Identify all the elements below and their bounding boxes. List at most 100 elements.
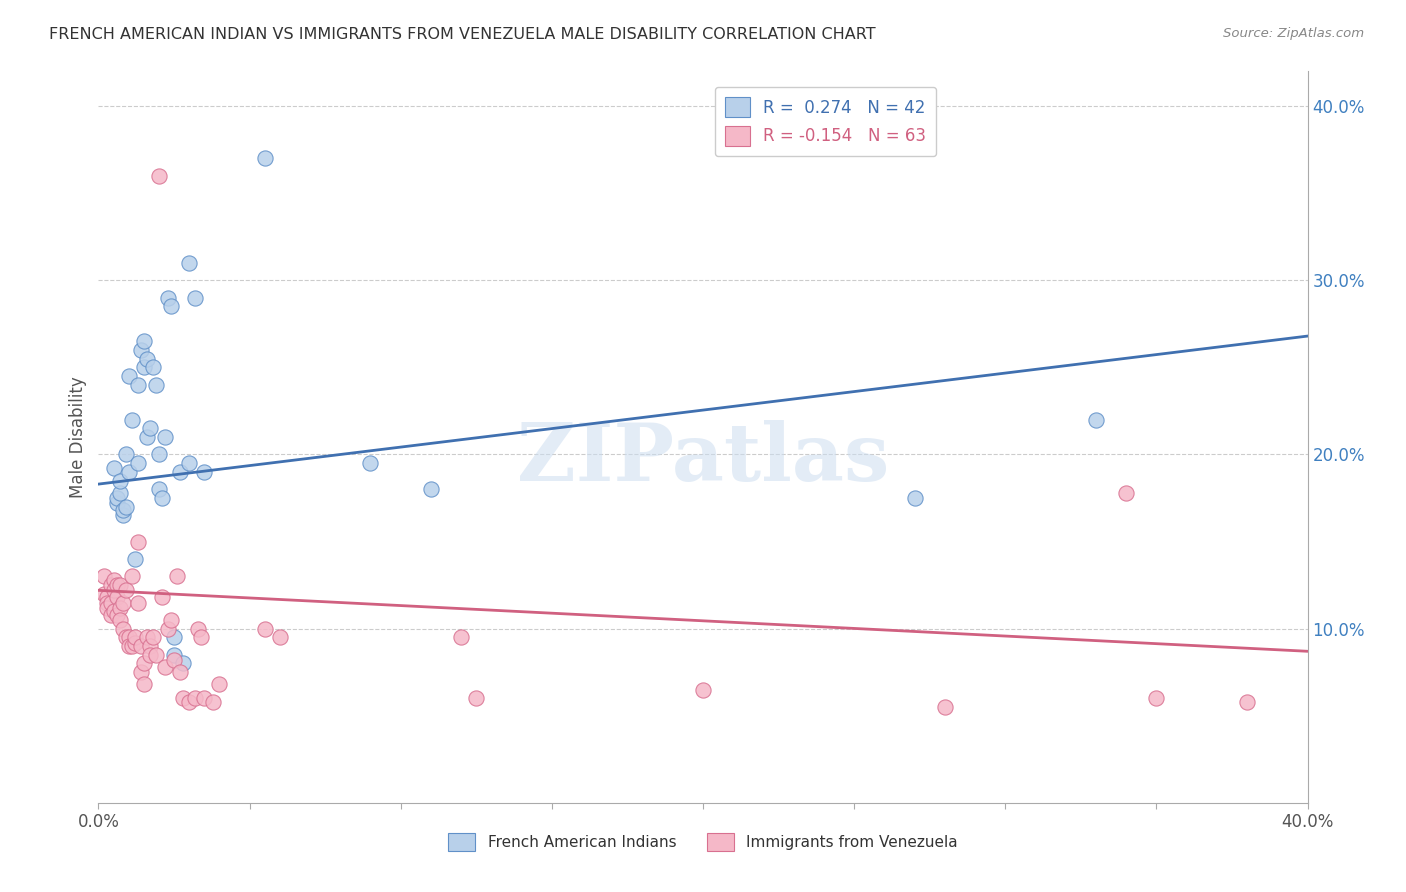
Point	[208, 677, 231, 691]
Point	[253, 622, 276, 636]
Point	[127, 456, 149, 470]
Point	[127, 534, 149, 549]
Text: ZIPatlas: ZIPatlas	[517, 420, 889, 498]
Point	[93, 587, 115, 601]
Point	[156, 291, 179, 305]
Point	[108, 613, 131, 627]
Point	[179, 695, 201, 709]
Y-axis label: Male Disability: Male Disability	[69, 376, 87, 498]
Point	[465, 691, 488, 706]
Point	[139, 648, 162, 662]
Point	[156, 622, 179, 636]
Point	[129, 665, 152, 680]
Point	[450, 631, 472, 645]
Point	[420, 483, 443, 497]
Point	[253, 152, 276, 166]
Point	[193, 691, 215, 706]
Point	[904, 491, 927, 505]
Point	[96, 600, 118, 615]
Text: FRENCH AMERICAN INDIAN VS IMMIGRANTS FROM VENEZUELA MALE DISABILITY CORRELATION : FRENCH AMERICAN INDIAN VS IMMIGRANTS FRO…	[49, 27, 876, 42]
Point	[100, 578, 122, 592]
Point	[179, 256, 201, 270]
Point	[114, 631, 136, 645]
Point	[111, 508, 134, 523]
Point	[103, 573, 125, 587]
Point	[153, 660, 176, 674]
Point	[114, 500, 136, 514]
Point	[93, 569, 115, 583]
Point	[132, 657, 155, 671]
Point	[135, 351, 157, 366]
Point	[160, 613, 183, 627]
Point	[132, 677, 155, 691]
Point	[108, 600, 131, 615]
Point	[202, 695, 225, 709]
Point	[269, 631, 291, 645]
Legend: French American Indians, Immigrants from Venezuela: French American Indians, Immigrants from…	[441, 827, 965, 857]
Point	[184, 291, 207, 305]
Point	[148, 448, 170, 462]
Point	[169, 465, 191, 479]
Point	[135, 430, 157, 444]
Point	[142, 631, 165, 645]
Point	[184, 691, 207, 706]
Point	[150, 491, 173, 505]
Point	[111, 595, 134, 609]
Point	[150, 591, 173, 605]
Point	[124, 552, 146, 566]
Point	[121, 639, 143, 653]
Point	[103, 461, 125, 475]
Point	[118, 369, 141, 384]
Point	[121, 569, 143, 583]
Point	[124, 631, 146, 645]
Point	[148, 483, 170, 497]
Point	[114, 583, 136, 598]
Point	[96, 595, 118, 609]
Point	[118, 465, 141, 479]
Point	[193, 465, 215, 479]
Point	[105, 607, 128, 622]
Point	[1085, 412, 1108, 426]
Point	[105, 491, 128, 505]
Point	[132, 360, 155, 375]
Point	[105, 496, 128, 510]
Point	[934, 700, 956, 714]
Point	[111, 503, 134, 517]
Point	[160, 300, 183, 314]
Point	[100, 595, 122, 609]
Point	[139, 639, 162, 653]
Point	[360, 456, 382, 470]
Point	[121, 412, 143, 426]
Point	[692, 682, 714, 697]
Point	[105, 578, 128, 592]
Point	[148, 169, 170, 183]
Point	[163, 648, 186, 662]
Point	[118, 639, 141, 653]
Point	[187, 622, 209, 636]
Point	[105, 591, 128, 605]
Point	[108, 485, 131, 500]
Point	[145, 377, 167, 392]
Point	[108, 474, 131, 488]
Point	[111, 622, 134, 636]
Point	[103, 604, 125, 618]
Point	[96, 591, 118, 605]
Point	[190, 631, 212, 645]
Point	[1236, 695, 1258, 709]
Point	[142, 360, 165, 375]
Point	[1115, 485, 1137, 500]
Point	[179, 456, 201, 470]
Point	[166, 569, 188, 583]
Point	[129, 343, 152, 357]
Point	[163, 631, 186, 645]
Point	[127, 595, 149, 609]
Point	[172, 657, 194, 671]
Point	[139, 421, 162, 435]
Point	[1144, 691, 1167, 706]
Point	[153, 430, 176, 444]
Point	[100, 607, 122, 622]
Point	[124, 635, 146, 649]
Point	[118, 631, 141, 645]
Point	[172, 691, 194, 706]
Point	[114, 448, 136, 462]
